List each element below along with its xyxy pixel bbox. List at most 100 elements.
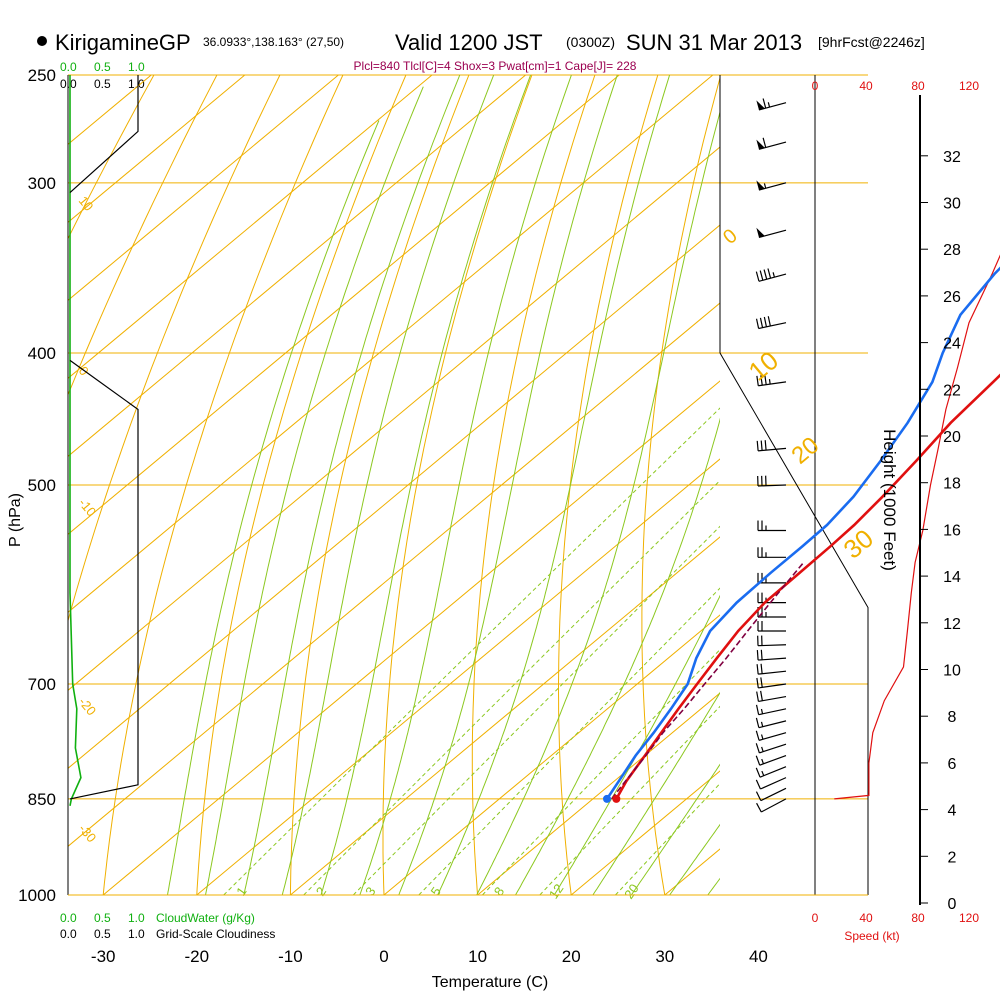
moist-adiabat-line xyxy=(359,75,572,895)
wind-barb xyxy=(756,180,787,191)
speed-tick-bottom: 120 xyxy=(959,911,979,925)
wind-barb xyxy=(756,227,787,239)
height-tick-label: 18 xyxy=(943,476,961,493)
wind-barb xyxy=(757,520,786,532)
pressure-tick-label: 1000 xyxy=(18,886,56,905)
temperature-tick-label: 40 xyxy=(749,947,768,966)
wind-barb xyxy=(756,649,787,661)
height-tick-label: 2 xyxy=(948,849,957,866)
dry-adiabat-line xyxy=(558,75,659,895)
speed-tick-top: 80 xyxy=(911,79,925,93)
moist-adiabat-grid xyxy=(166,75,868,895)
height-tick-label: 22 xyxy=(943,382,961,399)
wind-panel-boundary xyxy=(719,75,869,895)
valid-time: Valid 1200 JST xyxy=(395,30,543,55)
pressure-tick-label: 250 xyxy=(28,66,56,85)
cloud-water-scale-top-2: 1.0 xyxy=(128,60,145,74)
mixing-ratio-line xyxy=(352,378,868,895)
cloudiness-scale-bottom-1: 0.5 xyxy=(94,927,111,941)
pressure-tick-label: 400 xyxy=(28,344,56,363)
isotherm-line xyxy=(68,75,246,223)
wind-barb xyxy=(755,717,787,729)
moist-adiabat-line xyxy=(437,75,671,895)
height-tick-label: 14 xyxy=(943,569,961,586)
speed-tick-top: 0 xyxy=(812,79,819,93)
speed-tick-top: 40 xyxy=(859,79,873,93)
wind-barb xyxy=(755,730,787,741)
cloudiness-profile xyxy=(69,359,139,800)
cloudiness-profile xyxy=(69,75,139,194)
moist-adiabat-line xyxy=(204,86,424,895)
parcel-profile xyxy=(611,561,805,800)
isotherm-line xyxy=(68,75,433,379)
wind-barb xyxy=(757,572,786,584)
height-tick-label: 0 xyxy=(948,896,957,913)
station-bullet-icon xyxy=(37,36,47,46)
temperature-profile xyxy=(615,373,1000,800)
cloud-water-profile xyxy=(69,75,82,806)
wind-barb xyxy=(755,704,787,716)
height-tick-label: 26 xyxy=(943,289,961,306)
speed-tick-bottom: 80 xyxy=(911,911,925,925)
dry-adiabat-line xyxy=(641,75,722,895)
wind-barb xyxy=(756,440,787,452)
valid-date: SUN 31 Mar 2013 xyxy=(626,30,802,55)
height-axis-title: Height (1000 Feet) xyxy=(880,429,899,571)
wind-barb xyxy=(755,766,787,778)
sounding-profiles xyxy=(69,75,1000,806)
dewpoint-profile xyxy=(605,266,1000,800)
height-tick-label: 10 xyxy=(943,663,961,680)
cloud-water-scale-top-1: 0.5 xyxy=(94,60,111,74)
mixing-ratio-line xyxy=(303,352,850,895)
pressure-tick-label: 700 xyxy=(28,675,56,694)
temperature-tick-label: 20 xyxy=(562,947,581,966)
dry-adiabat-line xyxy=(68,75,218,396)
temperature-tick-label: 10 xyxy=(468,947,487,966)
dry-adiabat-line xyxy=(382,75,533,895)
station-name: KirigamineGP xyxy=(55,30,191,55)
height-tick-label: 16 xyxy=(943,522,961,539)
speed-tick-bottom: 0 xyxy=(812,911,819,925)
stability-indices: Plcl=840 Tlcl[C]=4 Shox=3 Pwat[cm]=1 Cap… xyxy=(354,59,637,73)
height-tick-label: 32 xyxy=(943,149,961,166)
surface-dewpoint-dot xyxy=(602,794,611,803)
isotherm-line xyxy=(68,75,714,613)
dry-adiabat-line xyxy=(68,75,281,623)
isotherm-line xyxy=(196,335,868,895)
speed-tick-top: 120 xyxy=(959,79,979,93)
pressure-tick-label: 850 xyxy=(28,790,56,809)
moist-adiabat-line xyxy=(243,75,461,895)
height-tick-label: 28 xyxy=(943,242,961,259)
temperature-tick-label: -30 xyxy=(91,947,116,966)
wind-barb xyxy=(756,137,787,150)
height-tick-label: 20 xyxy=(943,429,961,446)
mixing-ratio-line xyxy=(539,552,868,895)
height-tick-label: 30 xyxy=(943,196,961,213)
height-tick-label: 12 xyxy=(943,616,961,633)
wind-barb xyxy=(757,475,787,487)
dry-adiabat-line xyxy=(471,75,596,895)
temperature-tick-label: 30 xyxy=(655,947,674,966)
isotherm-line xyxy=(102,257,868,895)
wind-barb xyxy=(755,268,787,282)
height-tick-label: 4 xyxy=(948,803,957,820)
y-axis-title: P (hPa) xyxy=(7,493,24,547)
wind-barb xyxy=(756,663,787,675)
dry-adiabat-line xyxy=(289,75,470,895)
moist-adiabat-line xyxy=(398,75,618,895)
wind-barb xyxy=(756,798,787,813)
moist-adiabat-line xyxy=(166,120,380,895)
wind-barb xyxy=(755,755,787,766)
mixing-ratio-line xyxy=(482,497,868,895)
temperature-tick-label: -10 xyxy=(278,947,303,966)
forecast-info: [9hrFcst@2246z] xyxy=(818,34,925,50)
speed-label: Speed (kt) xyxy=(844,929,899,943)
mixing-ratio-label: 20 xyxy=(621,881,642,901)
moist-adiabat-line xyxy=(476,75,731,895)
isotherm-line xyxy=(68,75,620,535)
cloud-water-scale-bottom-0: 0.0 xyxy=(60,911,77,925)
pressure-tick-label: 300 xyxy=(28,174,56,193)
wind-barb xyxy=(755,787,787,802)
cloud-water-scale-bottom-1: 0.5 xyxy=(94,911,111,925)
